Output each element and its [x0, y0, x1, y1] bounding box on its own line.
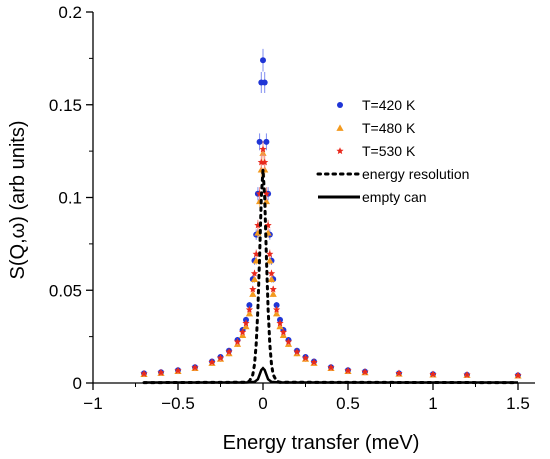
legend-marker — [336, 124, 344, 131]
data-point — [157, 368, 165, 376]
data-point — [261, 158, 269, 166]
series-line — [144, 366, 518, 384]
legend-marker — [336, 147, 344, 155]
data-point — [279, 328, 288, 336]
x-tick-label: 1 — [428, 394, 437, 413]
data-point — [361, 368, 369, 375]
y-tick-label: 0.1 — [58, 189, 82, 208]
data-point — [245, 305, 254, 313]
data-point — [293, 348, 301, 355]
legend-label: T=480 K — [362, 120, 416, 136]
legend: T=420 K T=480 K T=530 K energy resolution em… — [316, 97, 469, 205]
data-point — [429, 370, 437, 378]
data-point — [259, 145, 267, 153]
y-tick-label: 0.15 — [49, 96, 82, 115]
plot-area — [140, 48, 522, 385]
series-empty-can — [144, 366, 518, 384]
legend-label: T=420 K — [362, 97, 416, 113]
data-point — [225, 348, 233, 355]
data-point — [233, 338, 242, 345]
data-point — [284, 338, 293, 345]
axes: −1 −0.5 0 0.5 1 1.5 0 0.05 0.1 0.15 0.2 — [49, 3, 535, 413]
x-tick-label: −0.5 — [161, 394, 195, 413]
data-point — [310, 358, 318, 366]
data-point — [269, 285, 277, 293]
y-axis-label: S(Q,ω) (arb units) — [7, 121, 29, 280]
series-t-530-k — [140, 141, 522, 379]
data-point — [266, 250, 274, 258]
data-point — [273, 309, 281, 317]
data-point — [266, 256, 274, 264]
series-t-420-k — [141, 48, 521, 379]
data-point — [301, 354, 310, 362]
data-point — [174, 366, 182, 374]
data-point — [276, 319, 284, 327]
data-point — [327, 363, 335, 371]
data-point — [261, 79, 268, 86]
data-point — [249, 290, 257, 297]
y-tick-label: 0.05 — [49, 281, 82, 300]
legend-label: empty can — [362, 189, 427, 205]
legend-item-empty-can: empty can — [318, 189, 427, 205]
x-tick-label: 0.5 — [336, 394, 360, 413]
data-point — [395, 369, 403, 377]
data-point — [260, 57, 266, 64]
y-tick-label: 0.2 — [58, 3, 82, 22]
data-point — [267, 275, 276, 282]
x-axis-label: Energy transfer (meV) — [223, 432, 420, 454]
data-point — [208, 358, 216, 366]
data-point — [463, 371, 471, 378]
legend-label: energy resolution — [362, 166, 469, 182]
data-point — [242, 319, 250, 327]
series-energy-resolution — [142, 169, 520, 385]
data-point — [249, 285, 257, 293]
data-point — [216, 354, 225, 362]
x-tick-label: 1.5 — [506, 394, 530, 413]
data-point — [238, 328, 247, 336]
data-point — [344, 366, 352, 374]
data-point — [272, 305, 281, 313]
legend-item-t-480-k: T=480 K — [336, 120, 416, 136]
legend-marker — [337, 102, 343, 108]
data-point — [273, 302, 280, 309]
data-point — [250, 269, 259, 277]
legend-item-energy-resolution: energy resolution — [316, 166, 469, 182]
data-point — [254, 221, 262, 229]
legend-item-t-420-k: T=420 K — [337, 97, 416, 113]
data-point — [246, 302, 253, 309]
data-point — [140, 369, 148, 377]
x-tick-label: −1 — [83, 394, 102, 413]
data-point — [267, 269, 276, 277]
data-point — [252, 250, 260, 258]
data-point — [269, 290, 277, 297]
data-point — [245, 309, 253, 317]
x-tick-label: 0 — [258, 394, 267, 413]
data-point — [256, 138, 263, 145]
series-line — [142, 169, 520, 385]
legend-item-t-530-k: T=530 K — [336, 143, 416, 159]
legend-label: T=530 K — [362, 143, 416, 159]
data-point — [191, 363, 199, 371]
data-point — [263, 138, 270, 145]
data-point — [514, 371, 522, 379]
y-tick-label: 0 — [73, 374, 82, 393]
data-point — [250, 275, 259, 282]
